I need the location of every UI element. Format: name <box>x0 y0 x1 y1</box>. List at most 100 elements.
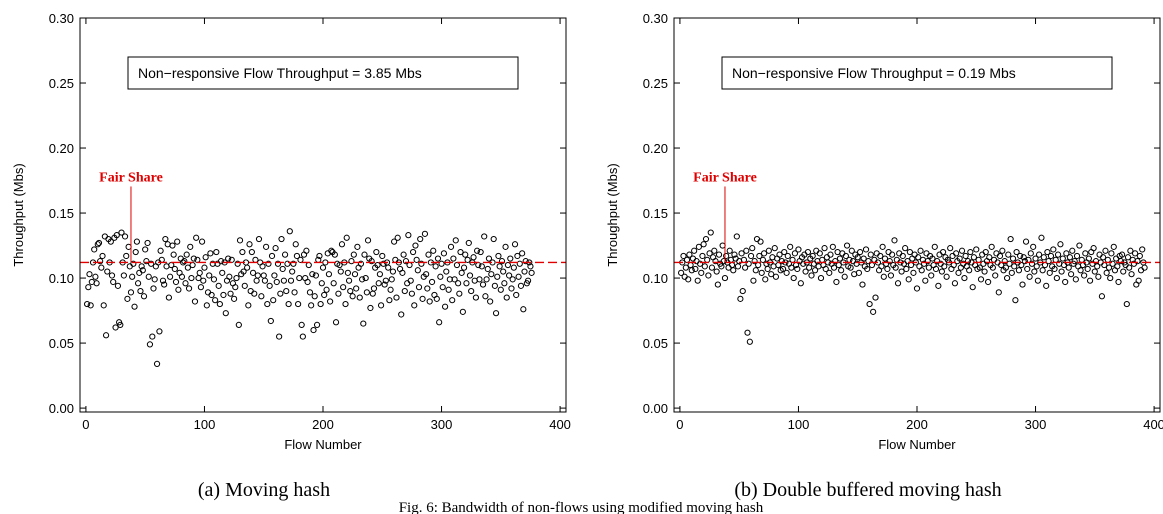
x-tick-label: 400 <box>549 417 571 432</box>
data-point <box>253 277 260 284</box>
data-point <box>112 324 119 331</box>
data-point <box>1115 278 1122 286</box>
data-point <box>806 264 813 271</box>
data-point <box>746 338 753 345</box>
data-point <box>1137 267 1145 274</box>
data-point <box>943 273 950 280</box>
x-tick-label: 0 <box>676 417 683 432</box>
data-point <box>337 268 344 275</box>
data-point <box>747 252 755 260</box>
data-point <box>148 260 155 267</box>
data-point <box>794 265 801 273</box>
data-point <box>284 260 291 267</box>
data-point <box>86 271 93 278</box>
figure-caption: Fig. 6: Bandwidth of non-flows using mod… <box>399 500 764 514</box>
data-point <box>184 264 191 271</box>
data-point <box>1134 258 1141 265</box>
data-point <box>374 261 381 269</box>
data-point <box>804 248 812 256</box>
x-tick-label: 400 <box>1143 417 1163 432</box>
data-point <box>977 276 985 283</box>
data-point <box>868 261 876 269</box>
fair-share-label: Fair Share <box>693 170 757 185</box>
data-point <box>510 264 517 271</box>
data-point <box>905 276 912 283</box>
data-point <box>787 243 794 250</box>
data-point <box>515 273 522 280</box>
data-point <box>129 273 136 280</box>
data-point <box>226 273 233 280</box>
data-point <box>281 251 289 258</box>
data-point <box>778 258 785 265</box>
data-point <box>986 254 993 261</box>
data-point <box>394 234 401 241</box>
data-point <box>464 256 471 263</box>
data-point <box>134 280 142 287</box>
data-point <box>279 265 286 273</box>
data-point <box>142 246 149 253</box>
data-point <box>733 233 740 240</box>
data-point <box>203 302 210 309</box>
data-point <box>879 243 886 250</box>
y-tick-label: 0.05 <box>49 336 74 351</box>
data-point <box>1141 264 1148 271</box>
data-point <box>190 255 197 262</box>
data-point <box>261 277 269 284</box>
data-point <box>521 268 528 275</box>
data-point <box>731 251 738 258</box>
data-point <box>715 251 723 258</box>
data-point <box>321 291 328 299</box>
data-point <box>498 258 506 265</box>
data-point <box>917 247 924 254</box>
data-point <box>744 329 751 336</box>
data-point <box>771 245 778 252</box>
data-point <box>139 267 146 274</box>
data-point <box>157 247 164 254</box>
data-point <box>839 250 846 257</box>
data-point <box>1104 256 1111 263</box>
y-tick-label: 0.00 <box>643 401 668 416</box>
data-point <box>1002 264 1010 271</box>
data-point <box>757 238 764 245</box>
data-point <box>202 254 209 261</box>
data-point <box>1001 258 1008 265</box>
data-point <box>432 263 439 270</box>
data-point <box>319 264 327 271</box>
data-point <box>1135 277 1142 284</box>
data-point <box>210 276 218 283</box>
data-point <box>886 258 893 265</box>
data-point <box>941 263 948 270</box>
data-point <box>325 271 333 278</box>
data-point <box>426 298 433 305</box>
data-point <box>975 256 982 263</box>
data-point <box>494 273 501 280</box>
data-point <box>272 245 279 252</box>
data-point <box>309 271 316 278</box>
data-point <box>789 256 796 263</box>
data-point <box>213 248 220 256</box>
data-point <box>1117 258 1124 265</box>
data-point <box>855 269 863 276</box>
data-point <box>1109 260 1116 267</box>
data-point <box>246 241 253 248</box>
data-point <box>1005 251 1012 258</box>
subfigure-caption: (b) Double buffered moving hash <box>734 479 1001 501</box>
data-point <box>1028 260 1036 267</box>
data-point <box>102 332 110 339</box>
data-point <box>953 250 960 257</box>
data-point <box>132 248 139 256</box>
data-point <box>816 250 823 257</box>
data-point <box>270 297 277 304</box>
data-point <box>1017 252 1024 260</box>
data-point <box>1054 251 1062 258</box>
data-point <box>382 277 389 284</box>
data-point <box>922 277 929 284</box>
data-point <box>745 260 752 267</box>
data-point <box>1044 248 1051 256</box>
data-point <box>989 264 996 271</box>
data-point <box>166 273 174 280</box>
data-point <box>258 293 265 300</box>
data-point <box>713 268 720 275</box>
data-point <box>817 274 825 282</box>
data-point <box>356 294 363 301</box>
